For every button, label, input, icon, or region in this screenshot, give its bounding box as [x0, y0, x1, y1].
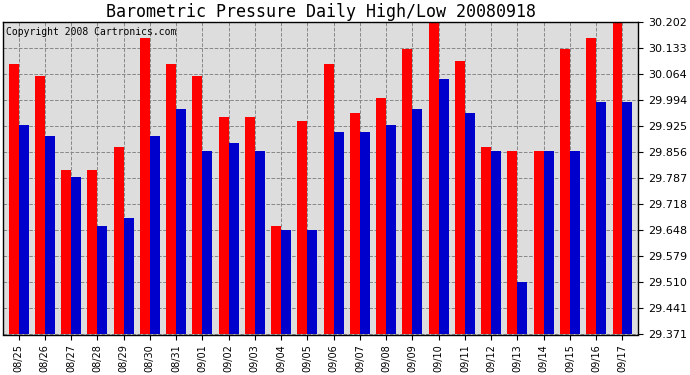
- Bar: [560, 50, 570, 334]
- Bar: [570, 151, 580, 334]
- Bar: [45, 136, 55, 334]
- Bar: [439, 80, 449, 334]
- Bar: [491, 151, 501, 334]
- Bar: [19, 124, 28, 334]
- Bar: [350, 113, 360, 334]
- Bar: [596, 102, 607, 334]
- Bar: [34, 76, 45, 334]
- Bar: [176, 110, 186, 334]
- Bar: [228, 143, 239, 334]
- Bar: [402, 50, 413, 334]
- Bar: [61, 170, 71, 334]
- Bar: [245, 117, 255, 334]
- Text: Copyright 2008 Cartronics.com: Copyright 2008 Cartronics.com: [6, 27, 177, 37]
- Title: Barometric Pressure Daily High/Low 20080918: Barometric Pressure Daily High/Low 20080…: [106, 3, 535, 21]
- Bar: [360, 132, 370, 334]
- Bar: [544, 151, 553, 334]
- Bar: [324, 64, 334, 334]
- Bar: [255, 151, 265, 334]
- Bar: [334, 132, 344, 334]
- Bar: [586, 38, 596, 334]
- Bar: [465, 113, 475, 334]
- Bar: [281, 230, 291, 334]
- Bar: [481, 147, 491, 334]
- Bar: [193, 76, 202, 334]
- Bar: [376, 98, 386, 334]
- Bar: [297, 121, 307, 334]
- Bar: [613, 23, 622, 334]
- Bar: [518, 282, 527, 334]
- Bar: [114, 147, 124, 334]
- Bar: [219, 117, 228, 334]
- Bar: [202, 151, 213, 334]
- Bar: [534, 151, 544, 334]
- Bar: [413, 110, 422, 334]
- Bar: [97, 226, 107, 334]
- Bar: [124, 218, 134, 334]
- Bar: [140, 38, 150, 334]
- Bar: [71, 177, 81, 334]
- Bar: [455, 61, 465, 334]
- Bar: [271, 226, 281, 334]
- Bar: [307, 230, 317, 334]
- Bar: [428, 23, 439, 334]
- Bar: [622, 102, 633, 334]
- Bar: [88, 170, 97, 334]
- Bar: [166, 64, 176, 334]
- Bar: [150, 136, 160, 334]
- Bar: [507, 151, 518, 334]
- Bar: [8, 64, 19, 334]
- Bar: [386, 124, 396, 334]
